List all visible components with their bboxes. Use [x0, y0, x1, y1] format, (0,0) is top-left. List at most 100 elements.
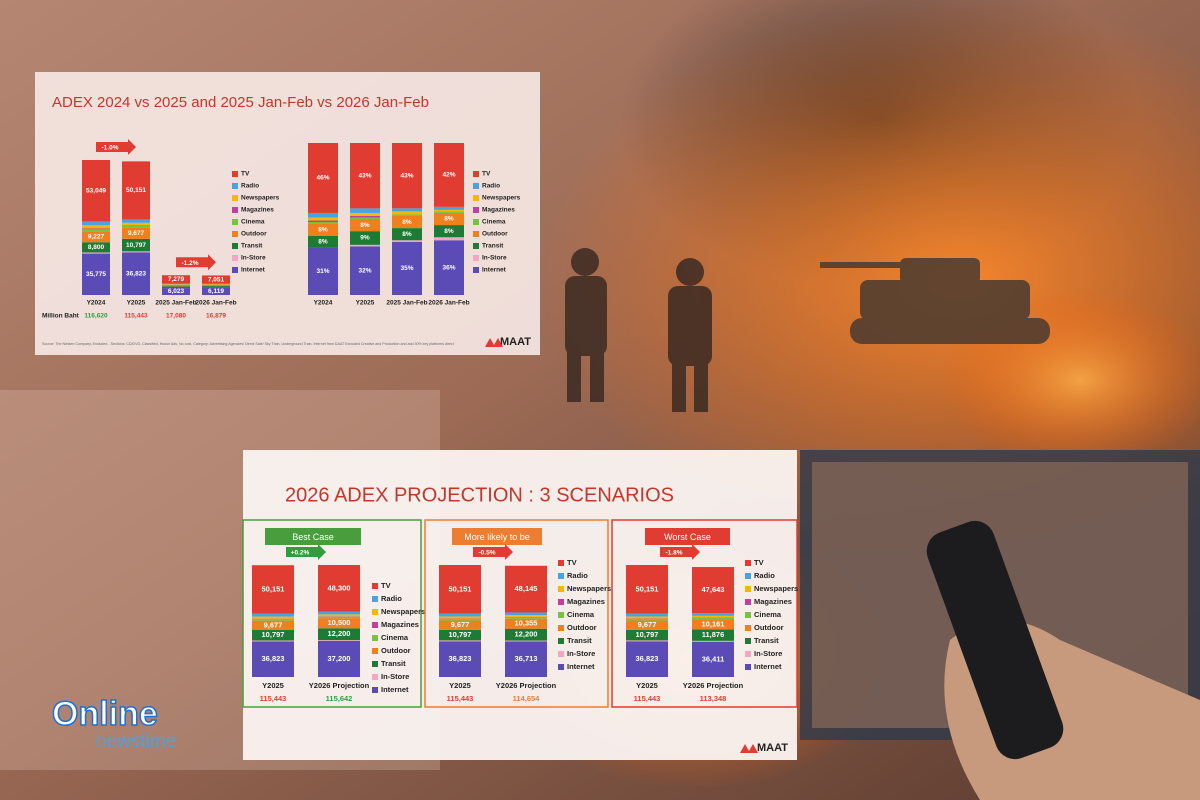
- x-tick-label: Y2026 Projection: [309, 681, 370, 690]
- bar-segment: [82, 253, 110, 295]
- value-label: 9,677: [128, 230, 145, 237]
- legend-swatch: [232, 231, 238, 237]
- bar-segment: [626, 641, 668, 677]
- bar-segment: [350, 212, 380, 216]
- legend-label: Transit: [567, 636, 592, 645]
- bar-segment: [434, 211, 464, 213]
- value-label: 36,823: [636, 654, 659, 663]
- legend-swatch: [558, 625, 564, 631]
- change-label: -1.2%: [182, 260, 199, 267]
- total-label: 115,443: [260, 694, 287, 703]
- bar-segment: [626, 629, 668, 641]
- legend-label: Newspapers: [567, 584, 611, 593]
- legend-label: Cinema: [754, 610, 782, 619]
- legend-label: Radio: [754, 571, 775, 580]
- value-label: 36,823: [126, 270, 146, 277]
- bar-segment: [350, 246, 380, 295]
- bar-segment: [308, 217, 338, 221]
- bar-segment: [350, 215, 380, 218]
- legend-swatch: [473, 243, 479, 249]
- change-arrow: [286, 544, 326, 560]
- bar-segment: [626, 620, 668, 630]
- tank: [820, 258, 1050, 344]
- soldiers: [565, 248, 712, 412]
- bar-segment: [692, 613, 734, 616]
- bar-segment: [82, 231, 110, 243]
- legend-label: Cinema: [567, 610, 595, 619]
- value-label: 36%: [442, 264, 455, 271]
- bar-segment: [318, 611, 360, 615]
- legend-swatch: [558, 560, 564, 566]
- legend-swatch: [232, 183, 238, 189]
- bar-segment: [122, 219, 150, 223]
- value-label: 8%: [318, 239, 328, 246]
- value-label: 9%: [360, 235, 370, 242]
- scenario-title: Worst Case: [664, 532, 711, 542]
- change-arrow: [473, 544, 513, 560]
- legend-label: Outdoor: [241, 231, 267, 238]
- totals-caption: Million Baht: [42, 313, 80, 320]
- legend-swatch: [745, 599, 751, 605]
- legend-swatch: [473, 207, 479, 213]
- bar-segment: [122, 227, 150, 239]
- bar-segment: [252, 619, 294, 621]
- legend-label: In-Store: [754, 649, 782, 658]
- value-label: 7,051: [208, 276, 225, 283]
- legend-swatch: [232, 171, 238, 177]
- bar-segment: [392, 241, 422, 295]
- legend-label: TV: [754, 558, 764, 567]
- bar-segment: [626, 640, 668, 642]
- value-label: 31%: [316, 268, 329, 275]
- legend-label: Outdoor: [754, 623, 784, 632]
- legend-swatch: [473, 255, 479, 261]
- legend-swatch: [558, 664, 564, 670]
- legend-label: In-Store: [381, 672, 409, 681]
- bar-segment: [439, 641, 481, 677]
- bar-segment: [318, 628, 360, 641]
- bar-segment: [122, 222, 150, 226]
- value-label: 35,775: [86, 271, 106, 278]
- bar-segment: [122, 238, 150, 252]
- bar-segment: [162, 288, 190, 295]
- legend-swatch: [558, 651, 564, 657]
- legend-swatch: [232, 267, 238, 273]
- legend-label: Cinema: [381, 633, 409, 642]
- bar-segment: [392, 208, 422, 212]
- bar-segment: [626, 613, 668, 617]
- legend-swatch: [745, 625, 751, 631]
- x-tick-label: 2025 Jan-Feb: [155, 300, 196, 307]
- legend-label: Magazines: [241, 207, 274, 214]
- legend-label: Radio: [567, 571, 588, 580]
- legend-label: Transit: [381, 659, 406, 668]
- bar-segment: [439, 565, 481, 614]
- value-label: 7,279: [168, 276, 185, 283]
- bar-segment: [82, 225, 110, 229]
- legend-label: Outdoor: [381, 646, 411, 655]
- value-label: 9,677: [451, 620, 470, 629]
- bar-segment: [308, 223, 338, 236]
- legend-swatch: [745, 651, 751, 657]
- bar-segment: [202, 275, 230, 284]
- x-tick-label: Y2025: [356, 300, 375, 307]
- legend-label: Magazines: [482, 207, 515, 214]
- value-label: 36,823: [262, 654, 285, 663]
- bar-segment: [505, 618, 547, 629]
- legend-swatch: [473, 219, 479, 225]
- legend-label: In-Store: [241, 255, 266, 262]
- value-label: 10,500: [328, 618, 351, 627]
- legend-label: Internet: [567, 662, 595, 671]
- value-label: 10,797: [262, 630, 285, 639]
- total-label: 113,348: [700, 694, 727, 703]
- legend-label: Internet: [754, 662, 782, 671]
- x-tick-label: Y2025: [127, 300, 146, 307]
- legend-label: TV: [482, 171, 491, 178]
- legend-swatch: [745, 664, 751, 670]
- bar-segment: [82, 160, 110, 222]
- legend-label: Radio: [381, 594, 402, 603]
- bar-segment: [692, 615, 734, 618]
- brand-logo: Online: [52, 695, 158, 733]
- legend-swatch: [372, 596, 378, 602]
- value-label: 47,643: [702, 585, 725, 594]
